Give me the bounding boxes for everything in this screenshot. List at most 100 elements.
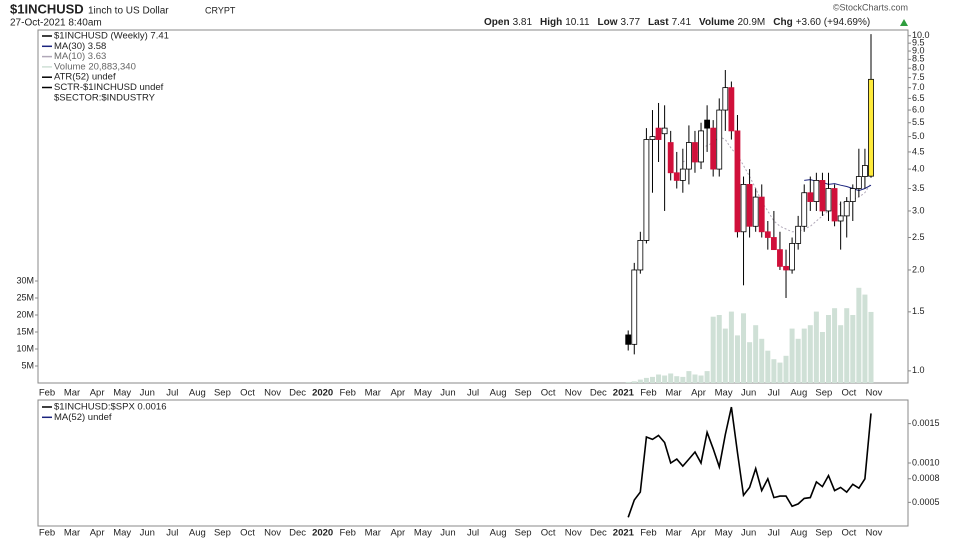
volume-bar: [722, 328, 728, 383]
y-tick-label: 5.0: [912, 131, 925, 141]
x-tick-label: Aug: [490, 388, 507, 399]
candle-body: [728, 87, 735, 132]
legend-entry: MA(10) 3.63: [54, 51, 106, 62]
x-tick-label: Nov: [565, 388, 582, 399]
candle-body: [734, 130, 741, 233]
x-tick-label: Mar: [365, 388, 381, 399]
volume-bar: [850, 315, 856, 383]
volume-bar: [753, 325, 759, 383]
candle-body: [655, 127, 662, 140]
x-tick-label: Sep: [815, 528, 832, 539]
y-tick-label: 3.0: [912, 205, 925, 215]
security-name: 1inch to US Dollar: [88, 6, 169, 17]
volume-bar: [807, 325, 813, 383]
x-tick-label: Dec: [590, 388, 607, 399]
quote-label: Last: [648, 17, 669, 28]
x-tick-label: Jul: [768, 528, 780, 539]
x-tick-label: Feb: [340, 388, 356, 399]
quote-value: 7.41: [672, 17, 692, 28]
volume-bar: [789, 328, 795, 383]
y-tick-label: 8.0: [912, 63, 925, 73]
x-tick-label: Dec: [289, 388, 306, 399]
volume-bar: [819, 332, 825, 383]
candle-body: [849, 188, 856, 202]
volume-bar: [649, 376, 655, 383]
y-tick-label: 8.5: [912, 54, 925, 64]
volume-bar: [680, 376, 686, 383]
legend-entry: ATR(52) undef: [54, 72, 116, 83]
volume-bar: [625, 381, 631, 383]
quote-value: 3.81: [513, 17, 533, 28]
volume-bar: [844, 308, 850, 383]
volume-bar: [832, 308, 838, 383]
x-tick-label: Apr: [691, 528, 706, 539]
x-tick-label: Feb: [39, 528, 55, 539]
y-tick-label: 1.5: [912, 306, 925, 316]
x-tick-label: Apr: [691, 388, 706, 399]
x-tick-label: Oct: [842, 528, 857, 539]
volume-bar: [704, 371, 710, 383]
x-tick-label: Aug: [490, 528, 507, 539]
legend-entry: SCTR-$1INCHUSD undef: [54, 82, 164, 93]
volume-bar: [765, 350, 771, 383]
candle-body: [631, 269, 638, 345]
volume-bar: [674, 376, 680, 383]
quote-label: Volume: [699, 17, 735, 28]
x-tick-label: Jun: [140, 528, 155, 539]
candle-body: [855, 176, 862, 189]
x-tick-label: Nov: [866, 388, 883, 399]
x-tick-label: Sep: [214, 388, 231, 399]
x-tick-label: Oct: [240, 388, 255, 399]
volume-bar: [716, 315, 722, 383]
y-tick-label: 2.0: [912, 264, 925, 274]
legend-entry: $1INCHUSD:$SPX 0.0016: [54, 402, 166, 413]
candle-body: [740, 184, 747, 233]
y-tick-label: 2.5: [912, 232, 925, 242]
x-tick-label: Nov: [866, 528, 883, 539]
candle-body: [843, 201, 850, 217]
up-arrow: [900, 19, 908, 26]
volume-bar: [771, 359, 777, 383]
candle-body: [679, 168, 686, 181]
candle-body: [862, 165, 868, 177]
x-tick-label: 2021: [613, 528, 635, 539]
x-tick-label: Sep: [515, 388, 532, 399]
candle-body: [686, 142, 692, 170]
y-tick-label: 4.0: [912, 163, 925, 173]
x-tick-label: Oct: [541, 528, 556, 539]
x-tick-label: Sep: [214, 528, 231, 539]
x-tick-label: Jul: [467, 388, 479, 399]
x-tick-label: Mar: [365, 528, 381, 539]
quote-value: 3.77: [621, 17, 641, 28]
volume-bar: [862, 294, 868, 383]
symbol: $1INCHUSD: [10, 1, 84, 16]
x-tick-label: 2020: [312, 528, 333, 539]
quote-label: Low: [598, 17, 618, 28]
legend-entry: MA(52) undef: [54, 412, 112, 423]
y-tick-label: 1.0: [912, 365, 925, 375]
volume-bar: [662, 375, 668, 383]
candle-body: [667, 142, 674, 174]
candle-body: [813, 180, 820, 202]
candle-body: [764, 231, 771, 238]
x-tick-label: Dec: [590, 528, 607, 539]
x-tick-label: Feb: [640, 528, 656, 539]
volume-bar: [631, 381, 637, 383]
candle-body: [758, 196, 765, 233]
x-tick-label: Jun: [440, 528, 455, 539]
volume-bar: [801, 328, 807, 383]
volume-bar: [856, 287, 862, 383]
x-tick-label: May: [414, 388, 432, 399]
quote-value: 20.9M: [737, 17, 765, 28]
candle-body: [692, 142, 698, 163]
volume-bar: [698, 375, 704, 383]
y-tick-label: 0.0008: [912, 473, 940, 483]
x-tick-label: Nov: [264, 388, 281, 399]
x-tick-label: Jun: [140, 388, 155, 399]
y-tick-label: 0.0010: [912, 457, 940, 467]
volume-tick-label: 25M: [16, 292, 34, 302]
x-tick-label: Aug: [189, 528, 206, 539]
quote-value: 10.11: [565, 17, 590, 28]
x-tick-label: Oct: [541, 388, 556, 399]
